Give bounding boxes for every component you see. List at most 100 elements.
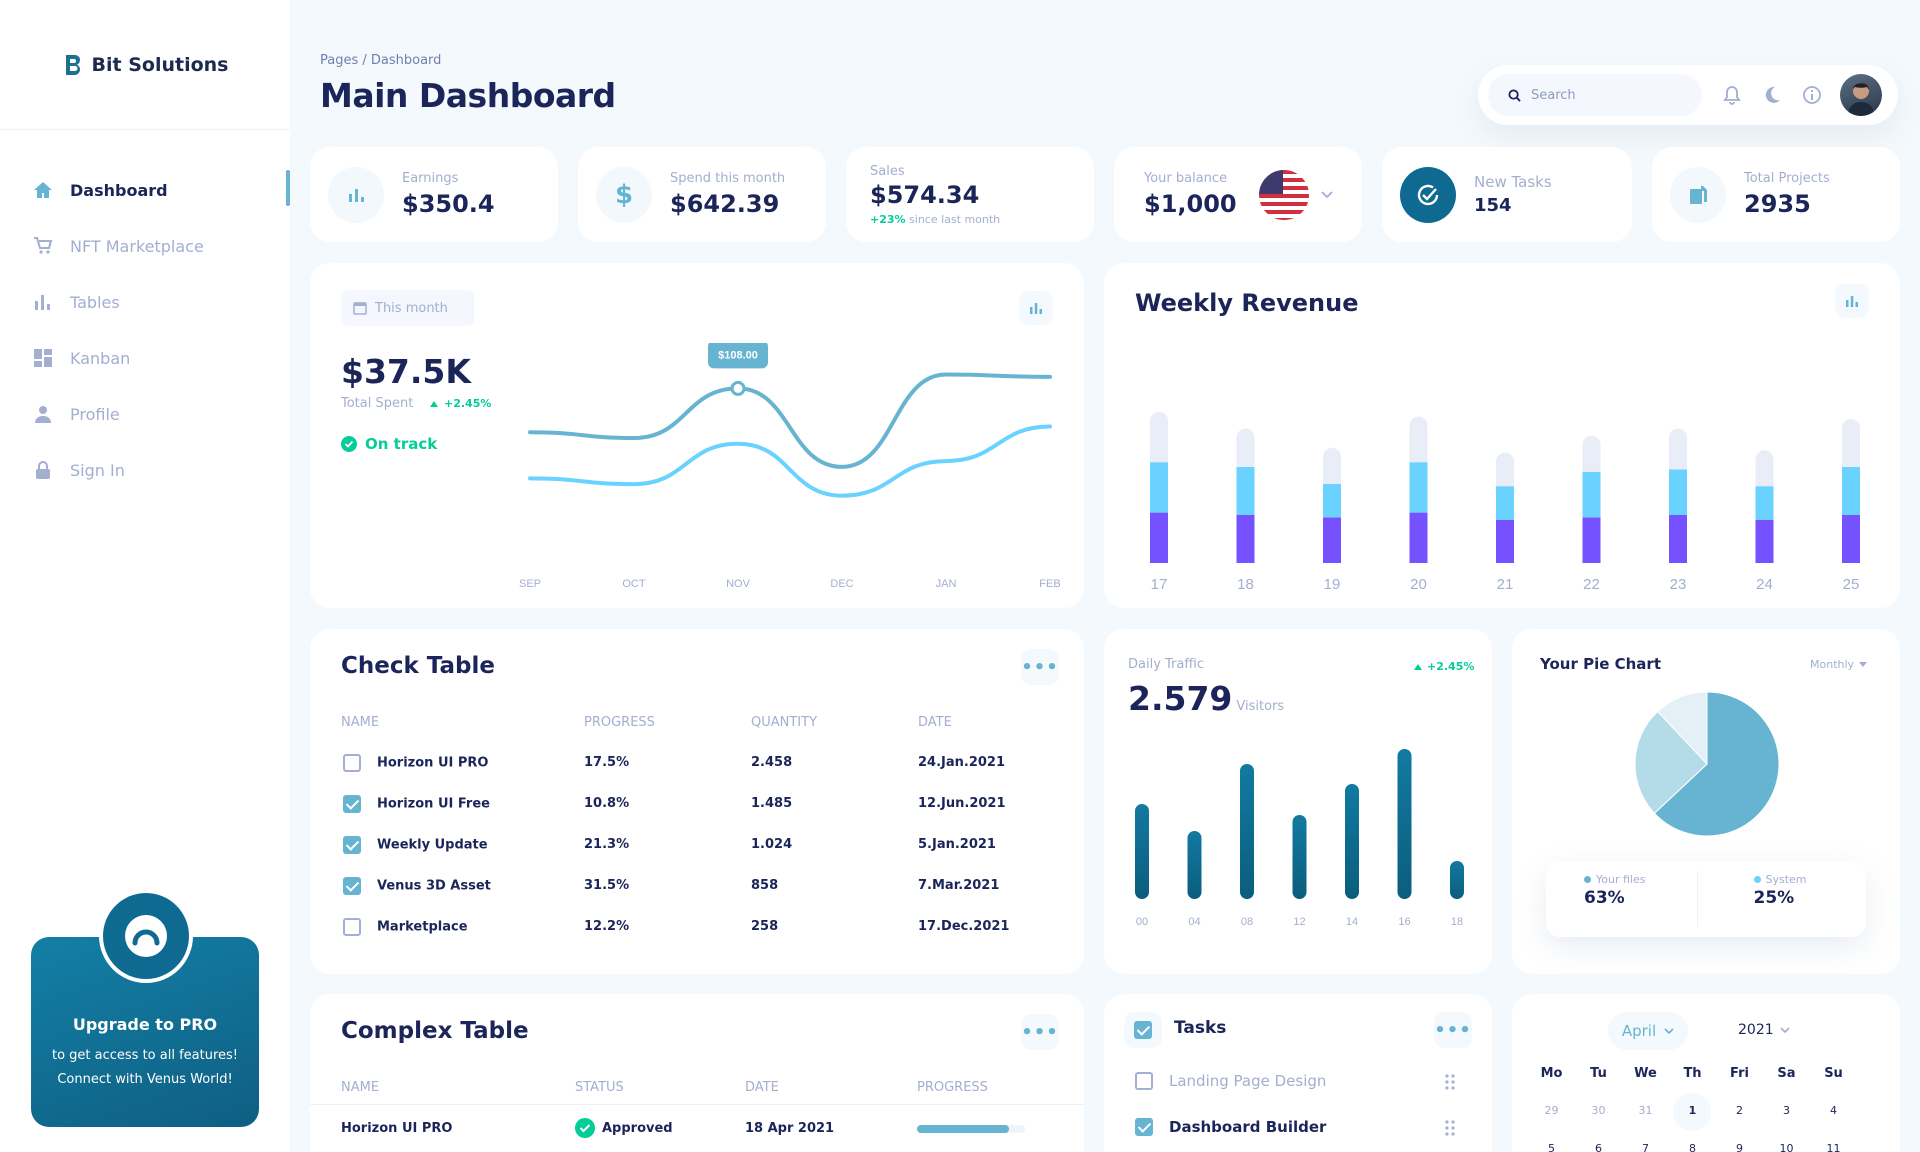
row-date: 18 Apr 2021 — [745, 1121, 835, 1136]
x-tick-label: 25 — [1843, 576, 1860, 593]
drag-handle-icon[interactable] — [1445, 1120, 1455, 1140]
bar-chart-icon — [328, 166, 384, 223]
calendar-day[interactable]: 30 — [1591, 1104, 1606, 1117]
legend-value: 25% — [1753, 888, 1795, 908]
period-selector[interactable]: This month — [341, 290, 474, 326]
sidebar-item-kanban[interactable]: Kanban — [32, 330, 290, 386]
row-date: 7.Mar.2021 — [918, 878, 1000, 893]
table-row[interactable]: Horizon UI Free 10.8% 1.485 12.Jun.2021 — [341, 783, 1061, 824]
traffic-label: Daily Traffic — [1128, 657, 1205, 672]
bell-icon[interactable] — [1712, 85, 1752, 105]
table-row[interactable]: Venus 3D Asset 31.5% 858 7.Mar.2021 — [341, 865, 1061, 906]
chart-options-button[interactable] — [1835, 284, 1869, 318]
task-item[interactable]: Dashboard Builder — [1135, 1118, 1326, 1136]
row-checkbox[interactable] — [343, 753, 361, 772]
x-tick-label: 12 — [1293, 916, 1305, 928]
avatar[interactable] — [1840, 74, 1882, 116]
info-icon[interactable] — [1792, 85, 1832, 105]
more-options-button[interactable]: ••• — [1021, 649, 1059, 685]
year-select[interactable]: 2021 — [1738, 1022, 1790, 1038]
calendar-day[interactable]: 10 — [1779, 1142, 1794, 1152]
x-tick-label: OCT — [622, 578, 646, 590]
calendar-day-selected[interactable]: 1 — [1669, 1093, 1716, 1131]
traffic-bar — [1240, 764, 1254, 899]
bar-segment — [1323, 517, 1341, 563]
column-header[interactable]: QUANTITY — [751, 714, 818, 730]
calendar-day[interactable]: 11 — [1826, 1142, 1841, 1152]
sidebar-item-profile[interactable]: Profile — [32, 386, 290, 442]
stat-card-total-projects[interactable]: Total Projects 2935 — [1652, 147, 1900, 242]
column-header[interactable]: PROGRESS — [917, 1080, 988, 1095]
moon-icon[interactable] — [1752, 86, 1792, 104]
bar-segment — [1150, 512, 1168, 563]
calendar-day[interactable]: 4 — [1830, 1104, 1837, 1117]
stat-card-new-tasks[interactable]: New Tasks 154 — [1382, 147, 1632, 242]
user-icon — [32, 403, 54, 425]
brand-logo-icon — [65, 54, 80, 75]
task-item[interactable]: Landing Page Design — [1135, 1072, 1326, 1090]
sales-change: +23% — [870, 212, 906, 226]
calendar-day[interactable]: 2 — [1736, 1104, 1743, 1117]
sidebar-item-dashboard[interactable]: Dashboard — [32, 162, 290, 218]
drag-handle-icon[interactable] — [1445, 1074, 1455, 1094]
complex-table-card: Complex Table ••• NAME STATUS DATE PROGR… — [310, 994, 1084, 1152]
calendar-day[interactable]: 9 — [1736, 1142, 1743, 1152]
column-header[interactable]: DATE — [918, 714, 952, 730]
calendar-day[interactable]: 8 — [1689, 1142, 1696, 1152]
breadcrumb[interactable]: Pages / Dashboard — [320, 53, 442, 68]
brand[interactable]: Bit Solutions — [0, 0, 290, 130]
task-checkbox[interactable] — [1135, 1118, 1153, 1136]
traffic-bar — [1345, 784, 1359, 899]
sidebar-item-tables[interactable]: Tables — [32, 274, 290, 330]
promo-line-1: to get access to all features! — [51, 1048, 239, 1063]
table-row[interactable]: Marketplace 12.2% 258 17.Dec.2021 — [341, 906, 1061, 947]
table-cell: Venus 3D Asset — [341, 865, 584, 906]
period-dropdown[interactable]: Monthly — [1810, 658, 1868, 671]
bar-segment-body — [1842, 428, 1860, 467]
stat-card-sales[interactable]: Sales $574.34 +23% since last month — [846, 147, 1094, 242]
row-checkbox[interactable] — [343, 835, 361, 854]
table-divider — [310, 1104, 1084, 1105]
search-input[interactable]: Search — [1488, 74, 1702, 116]
row-checkbox[interactable] — [343, 794, 361, 813]
row-checkbox[interactable] — [343, 876, 361, 895]
column-header[interactable]: DATE — [745, 1080, 779, 1095]
traffic-bar — [1135, 804, 1149, 899]
chevron-down-icon[interactable] — [1320, 190, 1333, 199]
stat-card-earnings[interactable]: Earnings $350.4 — [310, 147, 558, 242]
sidebar-nav: Dashboard NFT Marketplace Tables Kanban … — [32, 162, 290, 498]
column-header[interactable]: NAME — [341, 1080, 380, 1095]
stat-card-balance[interactable]: Your balance $1,000 — [1114, 147, 1362, 242]
sidebar-item-sign-in[interactable]: Sign In — [32, 442, 290, 498]
column-header[interactable]: NAME — [341, 714, 380, 730]
stat-card-spend[interactable]: $ Spend this month $642.39 — [578, 147, 826, 242]
task-checkbox[interactable] — [1135, 1072, 1153, 1090]
calendar-day[interactable]: 29 — [1544, 1104, 1559, 1117]
month-select[interactable]: April — [1608, 1012, 1688, 1050]
calendar-day[interactable]: 5 — [1548, 1142, 1555, 1152]
calendar-day[interactable]: 31 — [1638, 1104, 1653, 1117]
calendar-day[interactable]: 7 — [1642, 1142, 1649, 1152]
column-header[interactable]: STATUS — [575, 1080, 624, 1095]
bar-segment — [1842, 467, 1860, 515]
bar-segment-body — [1150, 420, 1168, 463]
more-options-button[interactable]: ••• — [1434, 1012, 1472, 1048]
chart-options-button[interactable] — [1019, 291, 1053, 325]
check-table-card: Check Table ••• NAME PROGRESS QUANTITY D… — [310, 629, 1084, 974]
calendar-day[interactable]: 6 — [1595, 1142, 1602, 1152]
pie-slice — [1653, 691, 1780, 837]
us-flag-icon[interactable] — [1258, 169, 1309, 220]
weekday: Fri — [1730, 1066, 1749, 1081]
complex-table-title: Complex Table — [341, 1018, 529, 1044]
table-row[interactable]: Weekly Update 21.3% 1.024 5.Jan.2021 — [341, 824, 1061, 865]
table-row[interactable]: Horizon UI PRO 17.5% 2.458 24.Jan.2021 — [341, 742, 1061, 783]
more-options-button[interactable]: ••• — [1021, 1014, 1059, 1050]
sidebar-item-nft-marketplace[interactable]: NFT Marketplace — [32, 218, 290, 274]
highlight-point — [730, 380, 746, 396]
stat-value: 2935 — [1744, 190, 1811, 218]
row-checkbox[interactable] — [343, 917, 361, 936]
x-tick-label: FEB — [1039, 578, 1060, 590]
column-header[interactable]: PROGRESS — [584, 714, 655, 730]
calendar-day[interactable]: 3 — [1783, 1104, 1790, 1117]
row-progress: 17.5% — [584, 755, 630, 770]
